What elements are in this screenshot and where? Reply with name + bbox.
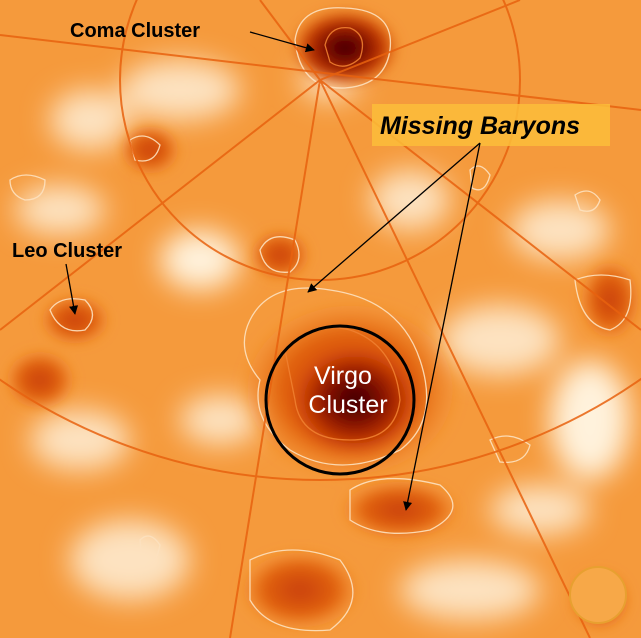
missing-baryons-arrow-1 [307, 142, 481, 293]
leo-cluster-label: Leo Cluster [12, 240, 122, 262]
virgo-label-line2: Cluster [308, 391, 387, 419]
coma-cluster-label: Coma Cluster [70, 20, 200, 42]
coma-arrow [249, 31, 315, 53]
arrows [65, 31, 481, 511]
missing-baryons-label-box [372, 104, 610, 146]
beam-size-disc [569, 566, 627, 624]
missing-baryons-arrow-2 [403, 142, 481, 511]
leo-arrow [65, 263, 79, 315]
missing-baryons-label: Missing Baryons [380, 112, 580, 140]
virgo-label-line1: Virgo [314, 362, 372, 390]
virgo-circle [264, 324, 416, 476]
